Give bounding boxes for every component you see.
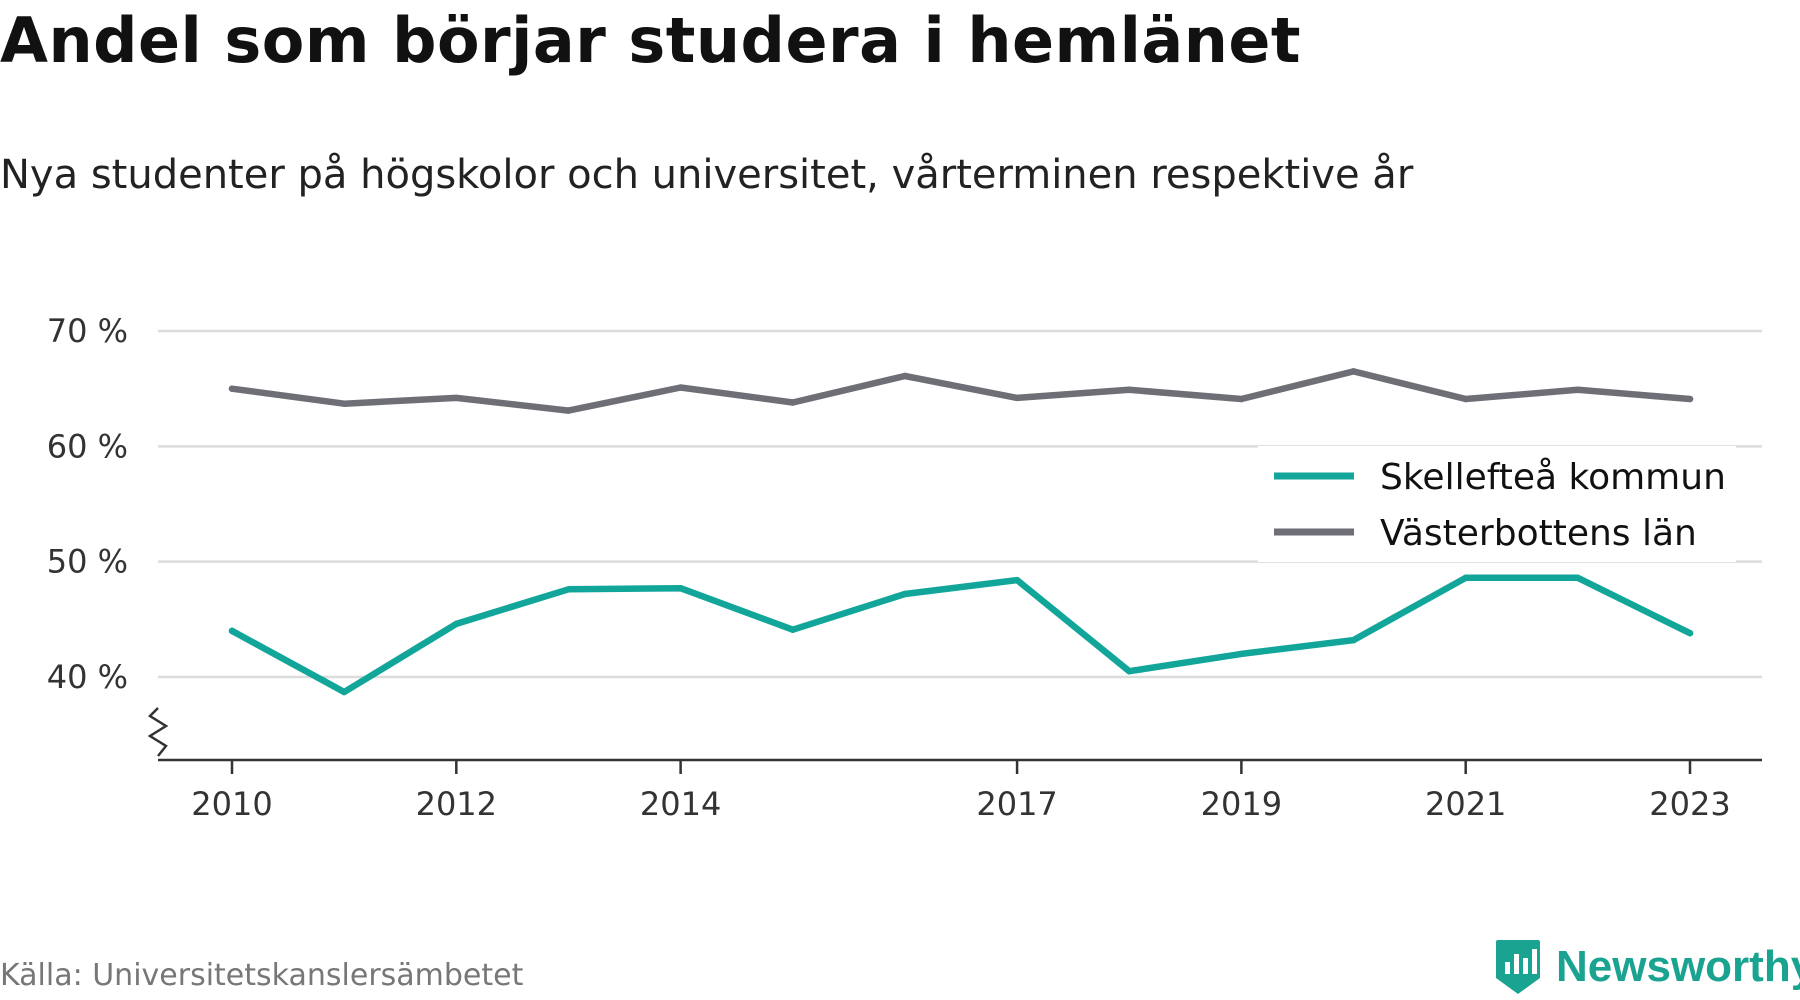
x-tick-label: 2019: [1201, 785, 1282, 823]
data-point: [1013, 576, 1021, 584]
data-point: [677, 584, 684, 592]
y-tick-label: 50 %: [47, 543, 128, 581]
newsworthy-logo: Newsworthy: [1494, 938, 1800, 996]
x-tick-label: 2021: [1425, 785, 1506, 823]
series-line-skelleftea: [228, 574, 1694, 696]
data-point: [1574, 386, 1582, 394]
x-tick-label: 2010: [191, 785, 272, 823]
x-tick-label: 2023: [1649, 785, 1730, 823]
legend-label: Skellefteå kommun: [1380, 457, 1726, 498]
data-point: [1238, 650, 1245, 658]
data-point: [1350, 636, 1357, 644]
data-point: [1013, 394, 1021, 402]
chart-title: Andel som börjar studera i hemlänet: [0, 4, 1302, 77]
data-point: [1126, 668, 1133, 675]
y-tick-label: 70 %: [47, 312, 128, 350]
x-tick-label: 2017: [976, 785, 1057, 823]
y-tick-label: 60 %: [47, 427, 128, 465]
series-lines: [228, 368, 1694, 696]
legend-label: Västerbottens län: [1380, 513, 1697, 554]
chart-subtitle: Nya studenter på högskolor och universit…: [0, 152, 1414, 198]
data-point: [228, 385, 236, 392]
data-point: [789, 399, 796, 406]
source-note: Källa: Universitetskanslersämbetet: [0, 958, 524, 993]
data-point: [677, 384, 684, 391]
x-tick-label: 2012: [416, 785, 497, 823]
data-point: [1686, 629, 1694, 637]
data-point: [1462, 574, 1469, 582]
y-tick-label: 40 %: [47, 658, 128, 696]
series-line-vasterbotten: [228, 368, 1694, 414]
data-point: [901, 590, 909, 598]
data-point: [340, 400, 348, 407]
legend: Skellefteå kommun Västerbottens län: [1258, 446, 1736, 562]
data-point: [1350, 368, 1357, 375]
data-point: [565, 586, 572, 593]
data-point: [1238, 395, 1245, 403]
brand-name: Newsworthy: [1556, 942, 1800, 991]
data-point: [453, 620, 460, 628]
data-point: [340, 688, 348, 696]
x-tick-label: 2014: [640, 785, 721, 823]
data-point: [1574, 574, 1582, 582]
legend-background: [1258, 446, 1736, 562]
data-point: [1462, 395, 1469, 403]
data-point: [901, 372, 909, 380]
data-point: [789, 626, 796, 633]
data-point: [228, 627, 236, 635]
axes: 40 % 50 % 60 % 70 % 2010 2012 2014 2017 2019 2021…: [47, 312, 1762, 823]
data-point: [453, 394, 460, 402]
data-point: [1686, 395, 1694, 403]
data-point: [1126, 386, 1133, 394]
data-point: [565, 407, 572, 414]
newsworthy-icon: [1496, 940, 1540, 994]
axis-break-mark: [147, 707, 169, 757]
